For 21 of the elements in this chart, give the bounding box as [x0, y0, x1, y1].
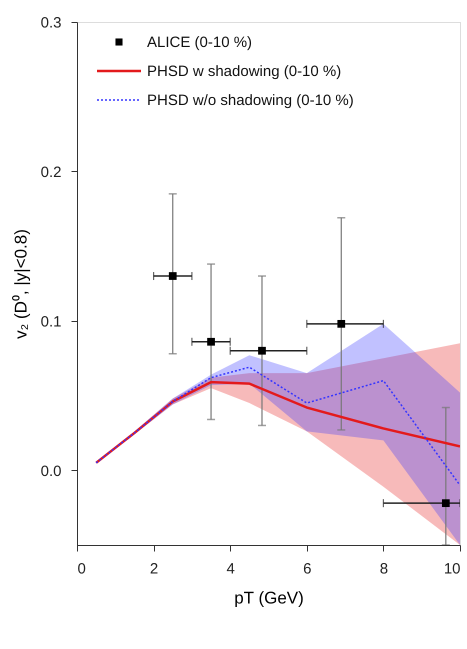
y-tick-label: 0.1 — [40, 313, 62, 330]
line-series — [95, 366, 460, 486]
x-tick-label: 6 — [303, 560, 312, 578]
legend-label: PHSD w/o shadowing (0-10 %) — [147, 92, 354, 109]
y-tick-label: 0.2 — [40, 164, 62, 181]
x-tick-label: 8 — [380, 560, 388, 578]
x-tick-label: 10 — [444, 560, 460, 578]
point — [258, 346, 266, 355]
point — [207, 338, 215, 346]
x-tick-label: 0 — [78, 560, 86, 578]
x-axis-title: pT (GeV) — [234, 588, 304, 608]
legend-label: ALICE (0-10 %) — [147, 34, 252, 51]
point — [337, 320, 346, 328]
point — [442, 499, 450, 508]
x-tick-label: 4 — [226, 560, 235, 578]
legend-label: PHSD w shadowing (0-10 %) — [147, 63, 342, 80]
y-axis-title: v₂ (D⁰, |y|<0.8) — [12, 229, 31, 339]
y-tick-label: 0.3 — [40, 14, 62, 32]
x-tick-label: 2 — [150, 560, 158, 578]
y-tick-label: 0.0 — [40, 462, 62, 480]
point — [168, 272, 177, 280]
